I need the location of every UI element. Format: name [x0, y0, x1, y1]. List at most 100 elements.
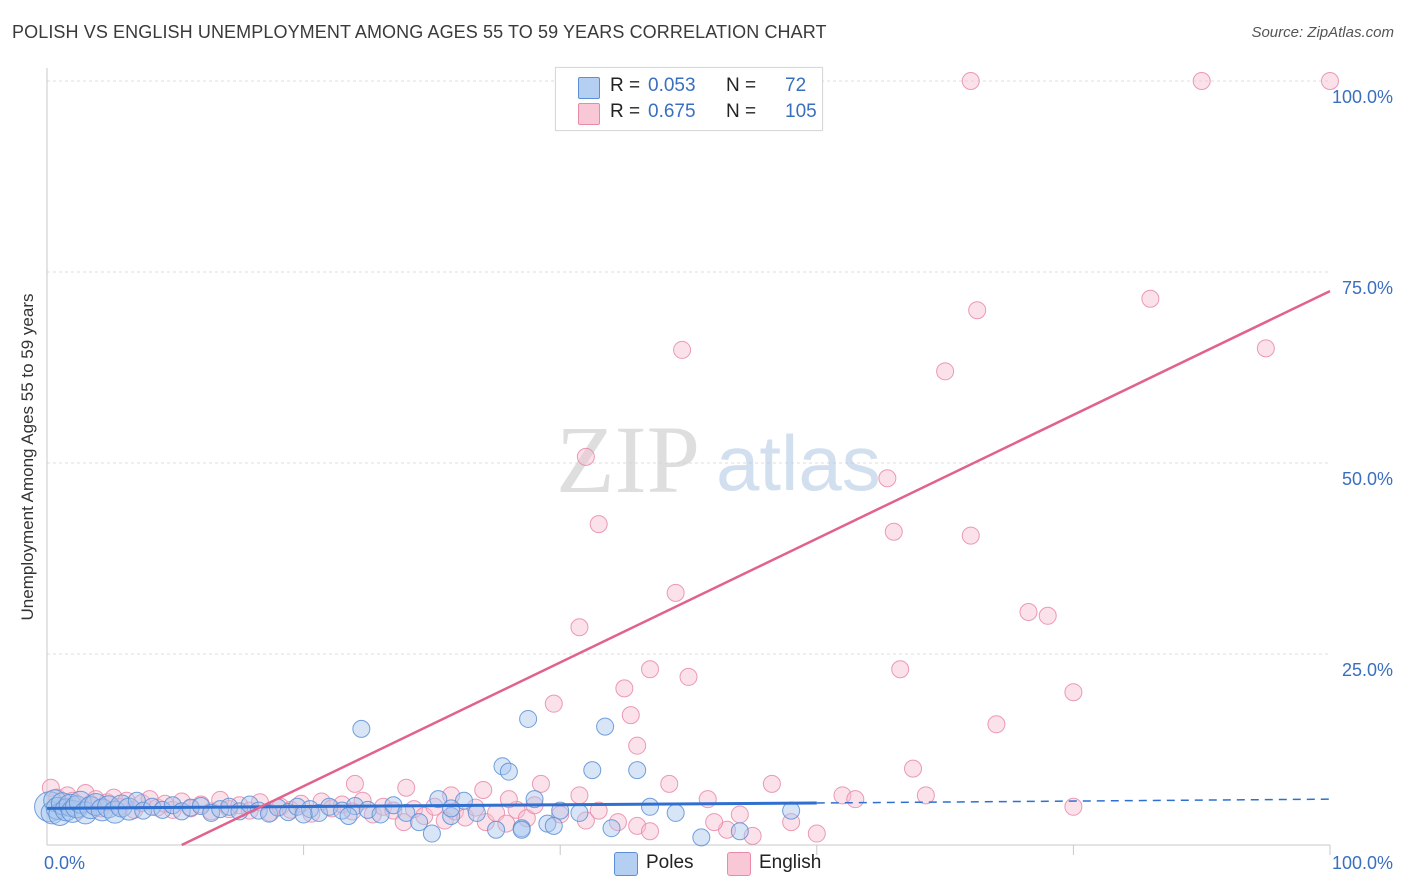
poles-point — [339, 806, 358, 825]
poles-swatch — [578, 77, 600, 99]
english-point — [1038, 606, 1057, 625]
watermark-atlas: atlas — [716, 419, 881, 507]
english-point — [904, 759, 923, 778]
english-point — [916, 786, 935, 805]
poles-trend-line — [46, 801, 817, 810]
poles-r-label: R = — [610, 75, 641, 96]
poles-point — [570, 803, 589, 822]
english-point — [762, 774, 781, 793]
poles-point — [442, 799, 461, 818]
english-point — [615, 679, 634, 698]
poles-point — [628, 761, 647, 780]
english-point — [576, 811, 595, 830]
poles-point — [544, 816, 563, 835]
english-point — [884, 522, 903, 541]
english-point — [172, 792, 191, 811]
english-point — [589, 515, 608, 534]
english-point — [705, 813, 724, 832]
y-tick-label: 25.0% — [1342, 660, 1393, 680]
english-n-label: N = — [726, 101, 757, 122]
poles-point — [467, 803, 486, 822]
trend-layer — [46, 289, 1331, 847]
english-point — [666, 583, 685, 602]
english-point — [397, 778, 416, 797]
english-point — [1192, 72, 1211, 90]
poles-point — [583, 761, 602, 780]
english-point — [499, 790, 518, 809]
poles-point — [309, 803, 328, 822]
poles-point — [512, 820, 531, 839]
english-point — [544, 694, 563, 713]
english-point — [679, 667, 698, 686]
watermark: ZIP atlas — [556, 406, 881, 513]
english-point — [673, 340, 692, 359]
poles-point — [153, 800, 172, 819]
poles-point — [596, 717, 615, 736]
poles-point — [487, 820, 506, 839]
english-point — [415, 806, 434, 825]
english-point — [961, 72, 980, 90]
poles-point — [442, 806, 461, 825]
english-point — [660, 774, 679, 793]
english-point — [730, 805, 749, 824]
english-point — [570, 786, 589, 805]
english-point — [1321, 72, 1339, 90]
english-point — [1256, 339, 1275, 358]
english-point — [531, 774, 550, 793]
english-point — [807, 824, 826, 843]
poles-point — [730, 822, 749, 841]
poles-n-value: 72 — [785, 75, 807, 96]
x-tick-label-right: 100.0% — [1332, 853, 1393, 873]
english-r-value: 0.675 — [648, 101, 696, 122]
english-point — [641, 660, 660, 679]
english-point — [936, 362, 955, 381]
poles-point — [499, 762, 518, 781]
english-point — [891, 660, 910, 679]
english-point — [570, 618, 589, 637]
poles-point — [666, 803, 685, 822]
poles-point — [410, 813, 429, 832]
poles-point — [519, 709, 538, 728]
english-point — [1064, 797, 1083, 816]
y-axis-title: Unemployment Among Ages 55 to 59 years — [18, 293, 37, 621]
english-point — [878, 469, 897, 488]
poles-n-label: N = — [726, 75, 757, 96]
poles-point — [352, 719, 371, 738]
poles-point — [163, 796, 182, 815]
english-swatch — [578, 103, 600, 125]
y-tick-label: 50.0% — [1342, 469, 1393, 489]
source-credit: Source: ZipAtlas.com — [1251, 24, 1394, 41]
y-tick-label: 75.0% — [1342, 278, 1393, 298]
y-tick-label: 100.0% — [1332, 87, 1393, 107]
bottom-poles-label: Poles — [646, 852, 694, 873]
bottom-english-swatch — [727, 852, 751, 876]
english-point — [987, 715, 1006, 734]
english-point — [621, 706, 640, 725]
english-point — [1064, 683, 1083, 702]
english-point — [476, 813, 495, 832]
grid-layer — [46, 68, 1331, 855]
poles-point — [551, 801, 570, 820]
correlation-legend: R = 0.053 N = 72 R = 0.675 N = 105 — [555, 67, 823, 131]
english-n-value: 105 — [785, 101, 817, 122]
english-point — [961, 526, 980, 545]
english-point — [474, 780, 493, 799]
poles-point — [422, 824, 441, 843]
english-point — [589, 801, 608, 820]
english-point — [1019, 602, 1038, 621]
chart-title: POLISH VS ENGLISH UNEMPLOYMENT AMONG AGE… — [12, 22, 827, 42]
poles-point — [641, 797, 660, 816]
english-point — [345, 774, 364, 793]
poles-point — [525, 790, 544, 809]
poles-point — [692, 828, 711, 847]
english-point — [641, 822, 660, 841]
bottom-english-label: English — [759, 852, 822, 873]
poles-point — [294, 805, 313, 824]
x-tick-label-left: 0.0% — [44, 853, 85, 873]
poles-trend-extension — [816, 798, 1331, 804]
english-trend-line — [181, 289, 1331, 847]
poles-point — [61, 799, 85, 823]
poles-point — [602, 819, 621, 838]
poles-point — [259, 804, 278, 823]
